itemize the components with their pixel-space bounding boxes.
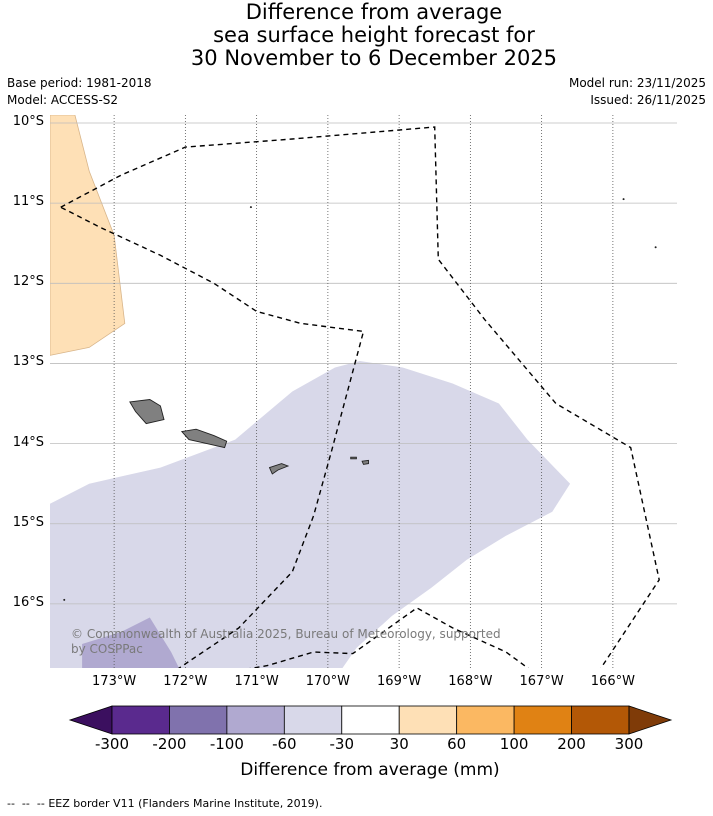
islet-dot [654,246,657,249]
colorbar-tick-label: -60 [272,735,297,753]
savaii-island [129,399,165,425]
colorbar-tick-label: 100 [499,735,529,753]
ofu-olosega-island [350,456,357,460]
lat-tick-label: 16°S [12,594,44,610]
base-period-label: Base period: 1981-2018 [7,76,152,90]
lat-tick-label: 13°S [12,354,44,370]
sea-level-map [50,115,677,668]
lon-tick-label: 172°W [163,674,208,689]
lon-tick-label: 168°W [448,674,493,689]
colorbar-tick-label: -30 [329,735,355,753]
colorbar-tick-label: 300 [614,735,644,753]
colorbar-tick-label: -300 [94,735,130,753]
issued-label: Issued: 26/11/2025 [590,93,706,107]
colorbar-label: Difference from average (mm) [240,760,500,780]
tutuila-island [268,463,290,475]
lon-tick-label: 169°W [377,674,422,689]
upolu-island [180,428,228,449]
negative-anomaly-southwest [82,617,180,668]
eez-border-line [60,126,660,668]
colorbar-bin [513,705,572,735]
lat-tick-label: 12°S [12,274,44,290]
lat-tick-label: 11°S [12,194,44,210]
colorbar-bin [456,705,515,735]
chart-title-line-2: sea surface height forecast for [213,23,535,47]
colorbar-bin [111,705,170,735]
eez-border-note: -- -- -- EEZ border V11 (Flanders Marine… [7,797,322,810]
lon-tick-label: 171°W [234,674,279,689]
lon-tick-label: 173°W [92,674,137,689]
islet-dot [249,206,252,209]
colorbar-bin [283,705,343,735]
lon-tick-label: 167°W [519,674,564,689]
colorbar-tick-label: 60 [447,735,467,753]
colorbar-bin [169,705,228,735]
lon-tick-label: 166°W [590,674,635,689]
colorbar-bin [226,705,285,735]
colorbar-tick-label: -200 [152,735,187,753]
colorbar-bin [571,705,630,735]
eez-note-text: EEZ border V11 (Flanders Marine Institut… [48,797,323,810]
colorbar-tick-label: 30 [389,735,409,753]
lat-tick-label: 15°S [12,514,44,530]
tau-island [361,459,369,465]
model-run-label: Model run: 23/11/2025 [568,76,706,90]
chart-title-line-3: 30 November to 6 December 2025 [190,46,558,70]
colorbar-tick-label: -100 [209,735,244,753]
islet-dot [63,598,66,601]
chart-title-line-1: Difference from average [245,0,503,24]
copyright-notice: © Commonwealth of Australia 2025, Bureau… [71,627,501,656]
colorbar-tick-label: 200 [557,735,586,753]
colorbar-max-arrow [628,705,673,735]
colorbar-bin [398,705,458,735]
model-label: Model: ACCESS-S2 [7,93,119,107]
lon-tick-label: 170°W [305,674,350,689]
colorbar-min-arrow [68,705,113,735]
colorbar [68,705,673,735]
lat-tick-label: 14°S [12,434,44,450]
eez-dash-icon: -- -- -- [7,797,49,810]
negative-anomaly-central [50,361,571,668]
lat-tick-label: 10°S [12,114,44,129]
islet-dot [622,198,625,201]
positive-anomaly-northwest [50,115,126,356]
colorbar-bin [341,705,400,735]
